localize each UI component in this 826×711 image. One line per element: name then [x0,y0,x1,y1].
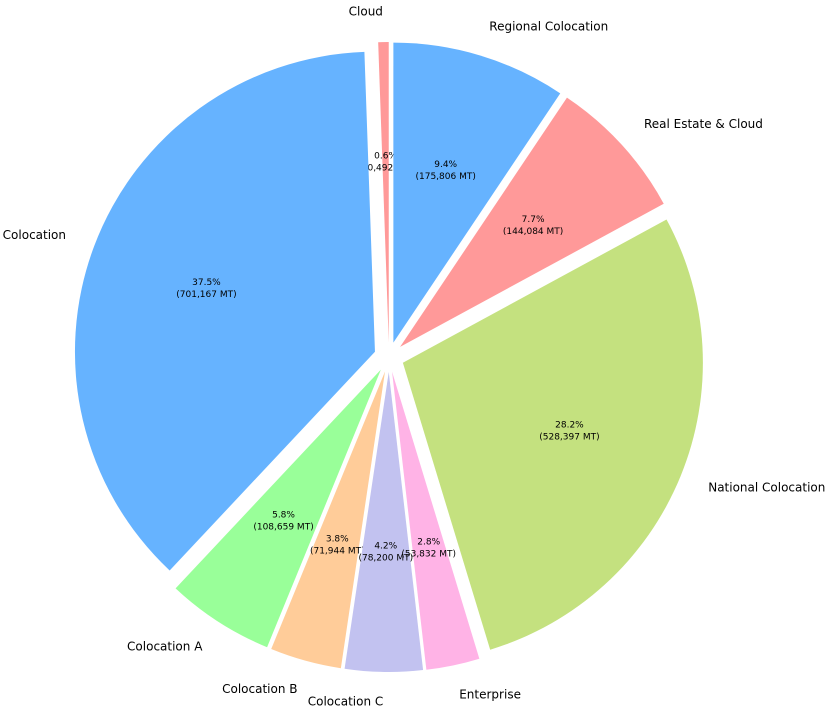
value-label: (108,659 MT) [253,523,313,533]
percent-label: 7.7% [522,215,545,225]
slice-label: Colocation [3,228,66,242]
percent-label: 0.6% [374,152,397,162]
pie-slice [271,371,386,669]
pie-slice [400,97,664,347]
percent-label: 28.2% [555,420,584,430]
slice-label: Cloud [349,5,383,19]
value-label: (528,397 MT) [539,432,599,442]
value-label: (701,167 MT) [176,290,236,300]
value-label: (10,492 MT) [358,164,413,174]
percent-label: 9.4% [434,160,457,170]
pie-slice [402,219,703,650]
slice-label: Enterprise [459,687,521,701]
percent-label: 3.8% [326,535,349,545]
pie-slice [393,42,561,343]
value-label: (144,084 MT) [503,227,563,237]
pie-slice [392,371,480,670]
value-label: (78,200 MT) [358,553,413,563]
pie-slice [344,371,424,672]
value-label: (53,832 MT) [401,549,456,559]
slice-label: Real Estate & Cloud [644,117,763,131]
pie-slice [175,369,381,648]
percent-label: 2.8% [417,537,440,547]
percent-label: 37.5% [192,278,221,288]
slice-label: Colocation C [308,694,384,708]
slice-label: Regional Colocation [489,19,608,33]
percent-label: 5.8% [272,511,295,521]
percent-label: 4.2% [374,541,397,551]
pie-slice [378,42,389,343]
value-label: (175,806 MT) [415,172,475,182]
value-label: (71,944 MT) [310,547,365,557]
slice-label: Colocation A [127,640,203,654]
pie-slice [74,51,375,571]
slice-label: National Colocation [708,480,825,494]
slice-label: Colocation B [222,682,297,696]
